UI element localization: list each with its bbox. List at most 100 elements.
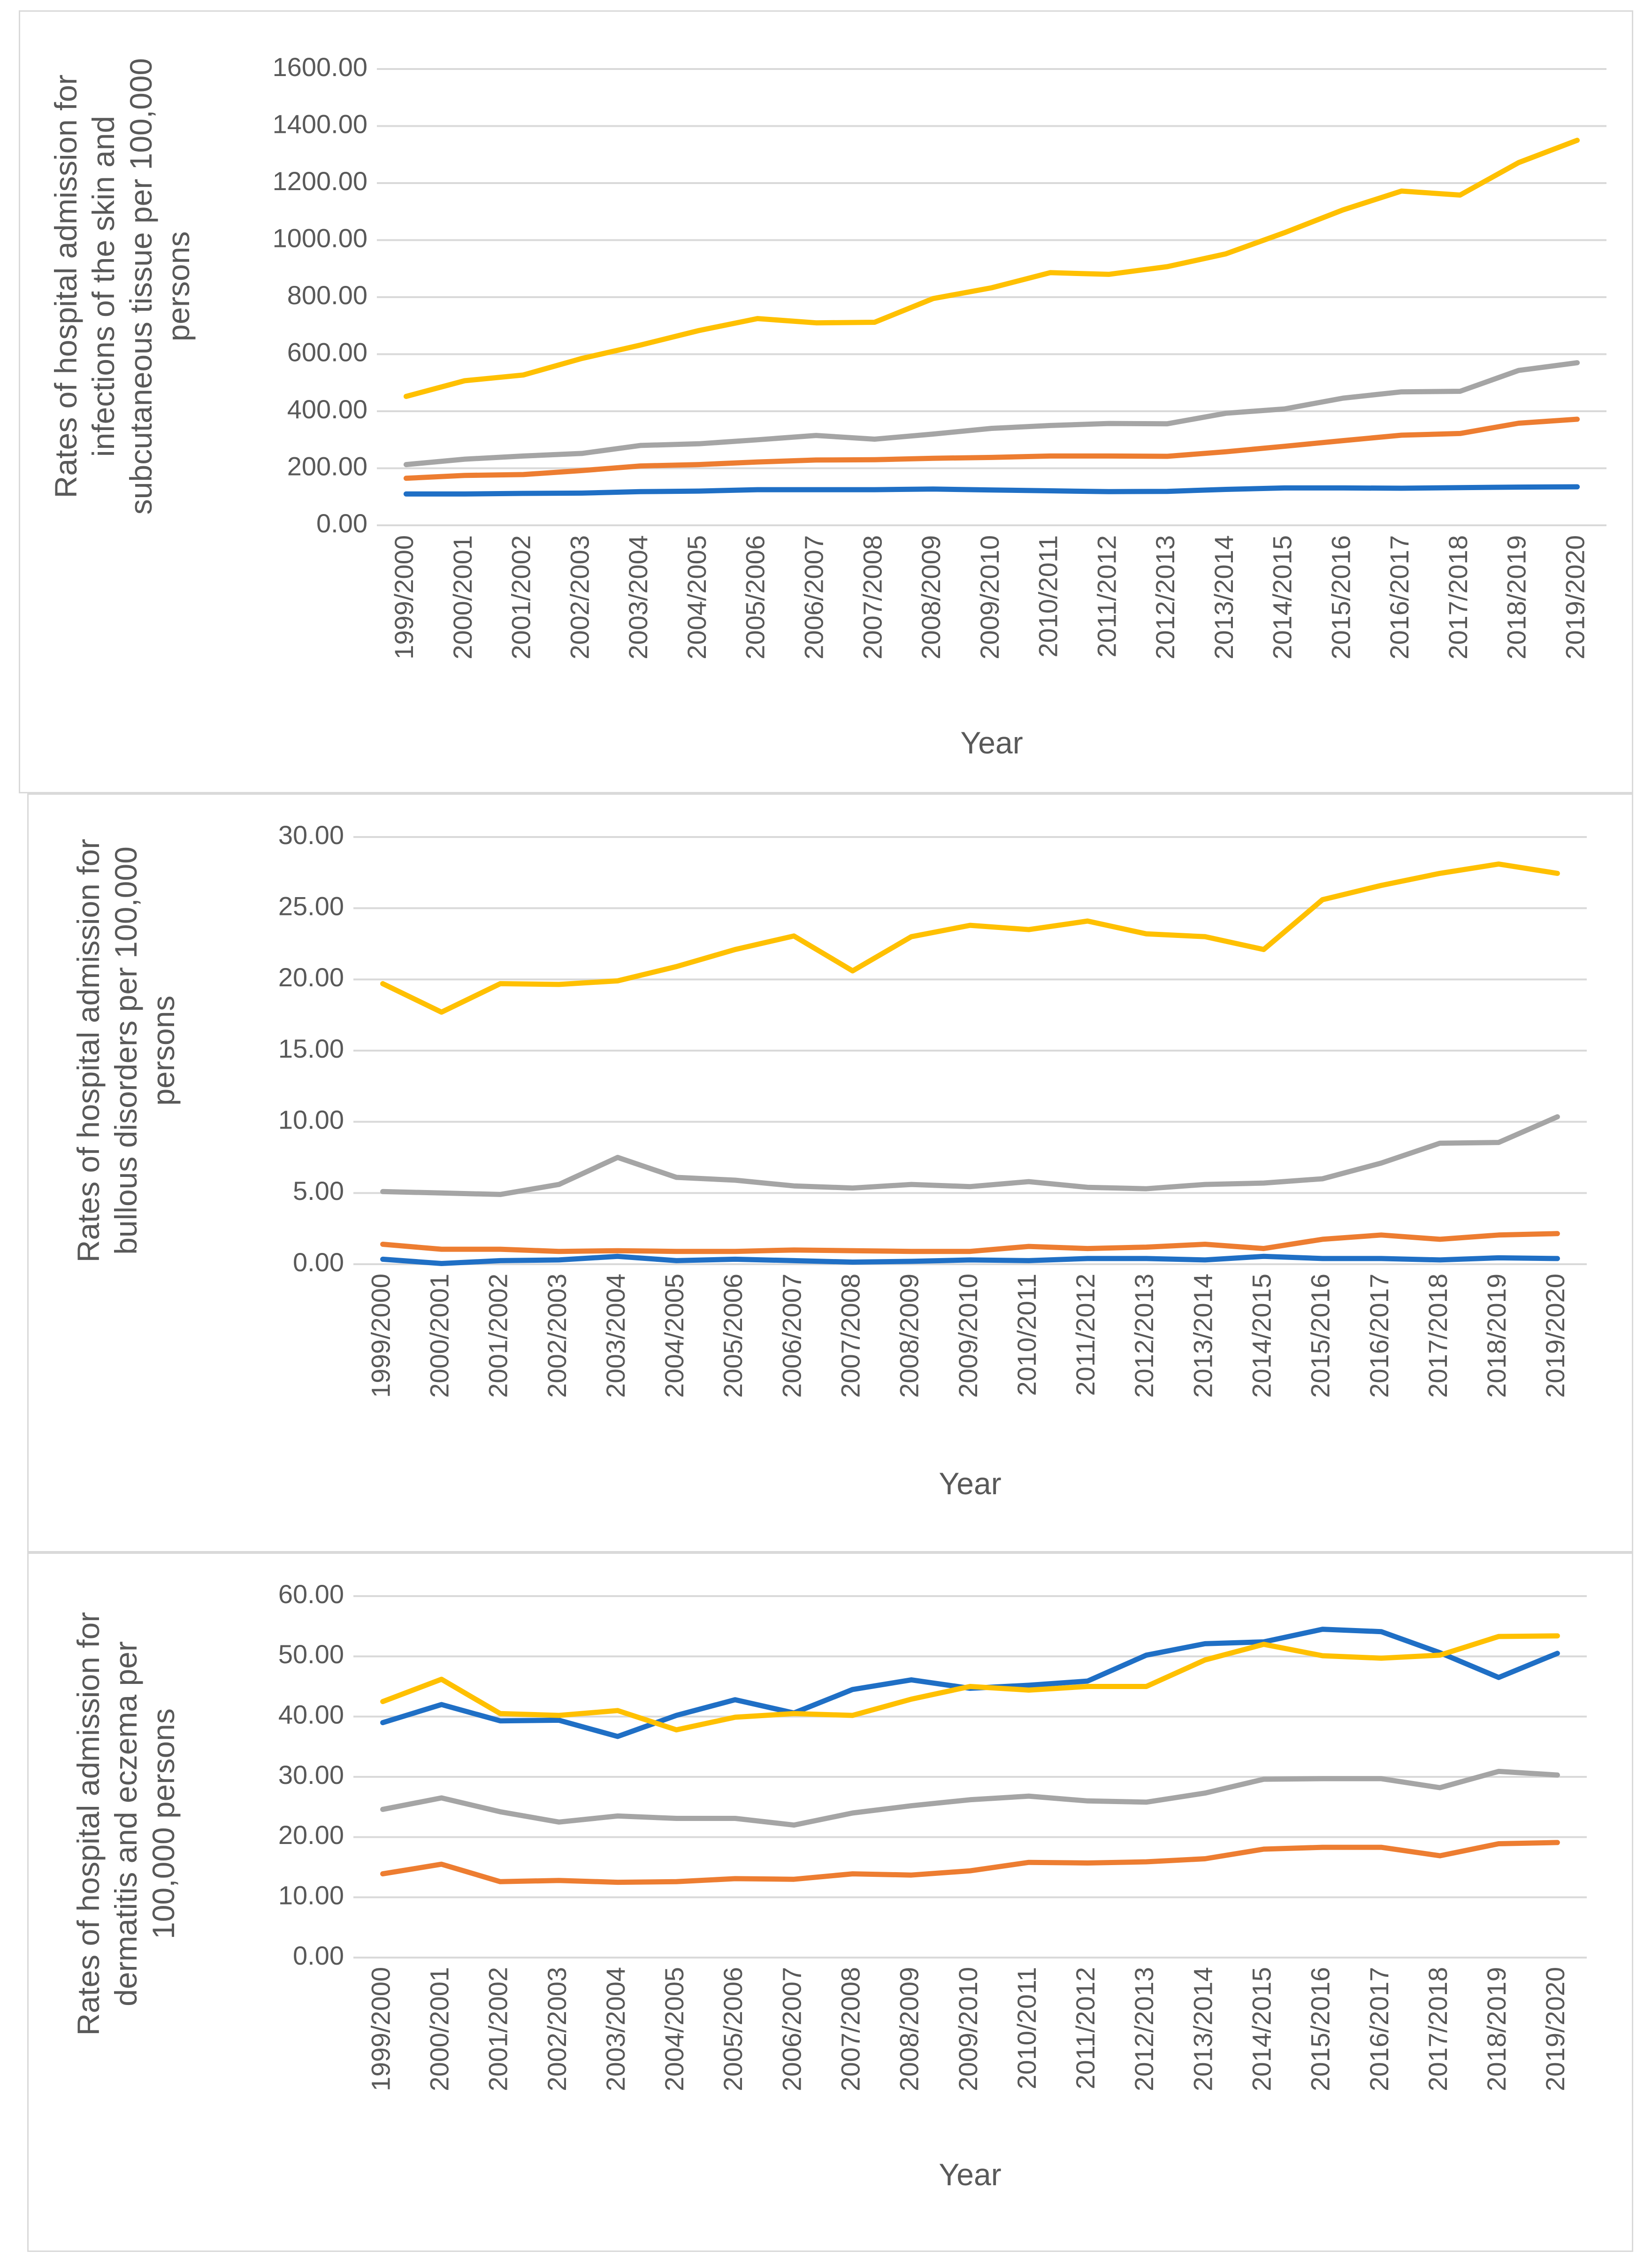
y-tick-label: 0.00: [316, 508, 367, 538]
y-tick-label: 20.00: [278, 962, 344, 992]
x-tick-label: 2014/2015: [1247, 1967, 1277, 2091]
x-tick-label: 2016/2017: [1364, 1967, 1394, 2091]
y-axis-title-line: bullous disorders per 100,000: [108, 846, 143, 1255]
x-tick-label: 2001/2002: [483, 1967, 513, 2091]
y-tick-label: 1000.00: [273, 223, 367, 253]
chart-panel-skin-infections: 0.00 200.00 400.00 600.00 800.00 1000.00 1200.…: [19, 10, 1633, 793]
chart-bullous-disorders: 0.00 5.00 10.00 15.00 20.00 25.00 30.00 1999/20…: [71, 820, 1587, 1501]
x-tick-label: 2000/2001: [425, 1967, 454, 2091]
x-tick-label: 2015/2016: [1306, 1967, 1335, 2091]
x-tick-label: 2006/2007: [799, 535, 829, 660]
x-tick-label: 2006/2007: [777, 1967, 806, 2091]
x-tick-label: 2018/2019: [1482, 1274, 1511, 1398]
y-axis-title-line: subcutaneous tissue per 100,000: [123, 58, 158, 515]
x-tick-label: 2005/2006: [718, 1967, 748, 2091]
x-tick-label: 2009/2010: [953, 1274, 983, 1398]
x-tick-label: 2007/2008: [836, 1967, 865, 2091]
x-tick-label: 2011/2012: [1092, 535, 1121, 658]
x-tick-label: 1999/2000: [366, 1967, 395, 2091]
y-tick-label: 800.00: [287, 280, 367, 310]
y-axis-title: Rates of hospital admission for infection…: [48, 58, 196, 515]
series-line-blue-series: [380, 1627, 1560, 1739]
y-axis-title: Rates of hospital admission for dermatiti…: [71, 1612, 181, 2036]
x-tick-label: 2012/2013: [1150, 535, 1180, 660]
x-tick-label: 2002/2003: [542, 1274, 572, 1398]
x-tick-label: 2016/2017: [1384, 535, 1414, 660]
y-tick-label: 10.00: [278, 1880, 344, 1910]
x-tick-label: 2010/2011: [1012, 1967, 1041, 2089]
x-tick-label: 2005/2006: [718, 1274, 748, 1398]
x-tick-label: 2018/2019: [1482, 1967, 1511, 2091]
x-tick-label: 2011/2012: [1071, 1274, 1100, 1396]
y-axis-title-line: dermatitis and eczema per: [108, 1641, 143, 2006]
x-tick-label: 2013/2014: [1209, 535, 1239, 660]
x-tick-label: 2008/2009: [916, 535, 946, 660]
x-tick-label: 2009/2010: [953, 1967, 983, 2091]
x-tick-label: 2007/2008: [836, 1274, 865, 1398]
y-tick-label: 40.00: [278, 1699, 344, 1729]
y-tick-label: 0.00: [293, 1941, 344, 1970]
x-tick-label: 2018/2019: [1502, 535, 1531, 660]
y-axis-title-line: persons: [146, 996, 181, 1106]
y-tick-label: 200.00: [287, 451, 367, 481]
x-tick-label: 2003/2004: [601, 1967, 630, 2091]
y-tick-label: 1600.00: [273, 52, 367, 82]
y-axis-title-line: 100,000 persons: [146, 1708, 181, 1939]
y-axis-title-line: Rates of hospital admission for: [71, 839, 106, 1262]
y-tick-label: 50.00: [278, 1639, 344, 1669]
x-tick-label: 2017/2018: [1423, 1274, 1453, 1398]
x-tick-label: 2017/2018: [1423, 1967, 1453, 2091]
y-axis-title-line: persons: [161, 231, 196, 342]
series-line-yellow-series: [403, 138, 1580, 399]
x-tick-label: 2008/2009: [895, 1274, 924, 1398]
y-tick-label: 60.00: [278, 1579, 344, 1609]
x-axis-title: Year: [960, 725, 1023, 760]
y-axis-title-line: infections of the skin and: [86, 116, 121, 457]
series-line-orange-series: [403, 416, 1580, 481]
series-line-yellow-series: [380, 1633, 1560, 1733]
chart-dermatitis-eczema: 0.00 10.00 20.00 30.00 40.00 50.00 60.00 1999/2…: [71, 1579, 1587, 2192]
x-axis-title: Year: [939, 2157, 1001, 2192]
series-line-gray-series: [380, 1768, 1560, 1828]
x-tick-label: 2012/2013: [1129, 1967, 1159, 2091]
x-tick-label: 2009/2010: [975, 535, 1004, 660]
x-tick-label: 2015/2016: [1326, 535, 1355, 660]
series-line-orange-series: [380, 1840, 1560, 1885]
chart-panel-bullous-disorders: 0.00 5.00 10.00 15.00 20.00 25.00 30.00 1999/20…: [27, 793, 1633, 1552]
series-line-blue-series: [403, 484, 1580, 497]
y-tick-label: 15.00: [278, 1034, 344, 1063]
x-tick-label: 2000/2001: [425, 1274, 454, 1398]
y-tick-label: 25.00: [278, 891, 344, 921]
y-tick-label: 10.00: [278, 1105, 344, 1134]
x-tick-label: 2002/2003: [565, 535, 594, 660]
x-tick-label: 2010/2011: [1033, 535, 1063, 658]
x-tick-label: 2012/2013: [1129, 1274, 1159, 1398]
x-tick-label: 2017/2018: [1443, 535, 1473, 660]
x-tick-label: 2002/2003: [542, 1967, 572, 2091]
y-tick-label: 400.00: [287, 394, 367, 424]
y-tick-label: 600.00: [287, 337, 367, 367]
x-tick-label: 2000/2001: [448, 535, 477, 660]
y-axis-title: Rates of hospital admission for bullous d…: [71, 839, 181, 1262]
x-tick-label: 2014/2015: [1268, 535, 1297, 660]
series-line-yellow-series: [380, 861, 1560, 1015]
x-tick-label: 2015/2016: [1306, 1274, 1335, 1398]
x-tick-label: 1999/2000: [389, 535, 419, 660]
x-tick-label: 2013/2014: [1188, 1967, 1217, 2091]
x-tick-label: 2004/2005: [682, 535, 711, 660]
y-tick-label: 0.00: [293, 1247, 344, 1277]
y-tick-label: 20.00: [278, 1820, 344, 1850]
x-tick-label: 1999/2000: [366, 1274, 395, 1398]
y-tick-label: 1400.00: [273, 109, 367, 138]
x-tick-label: 2019/2020: [1560, 535, 1590, 660]
x-tick-label: 2004/2005: [659, 1967, 689, 2091]
x-tick-label: 2005/2006: [741, 535, 770, 660]
x-tick-label: 2016/2017: [1364, 1274, 1394, 1398]
y-tick-label: 30.00: [278, 820, 344, 850]
chart-skin-infections: 0.00 200.00 400.00 600.00 800.00 1000.00 1200.…: [48, 52, 1606, 760]
x-tick-label: 2013/2014: [1188, 1274, 1217, 1398]
x-tick-label: 2010/2011: [1012, 1274, 1041, 1396]
x-tick-label: 2003/2004: [601, 1274, 630, 1398]
x-tick-label: 2011/2012: [1071, 1967, 1100, 2089]
series-line-blue-series: [380, 1253, 1560, 1266]
